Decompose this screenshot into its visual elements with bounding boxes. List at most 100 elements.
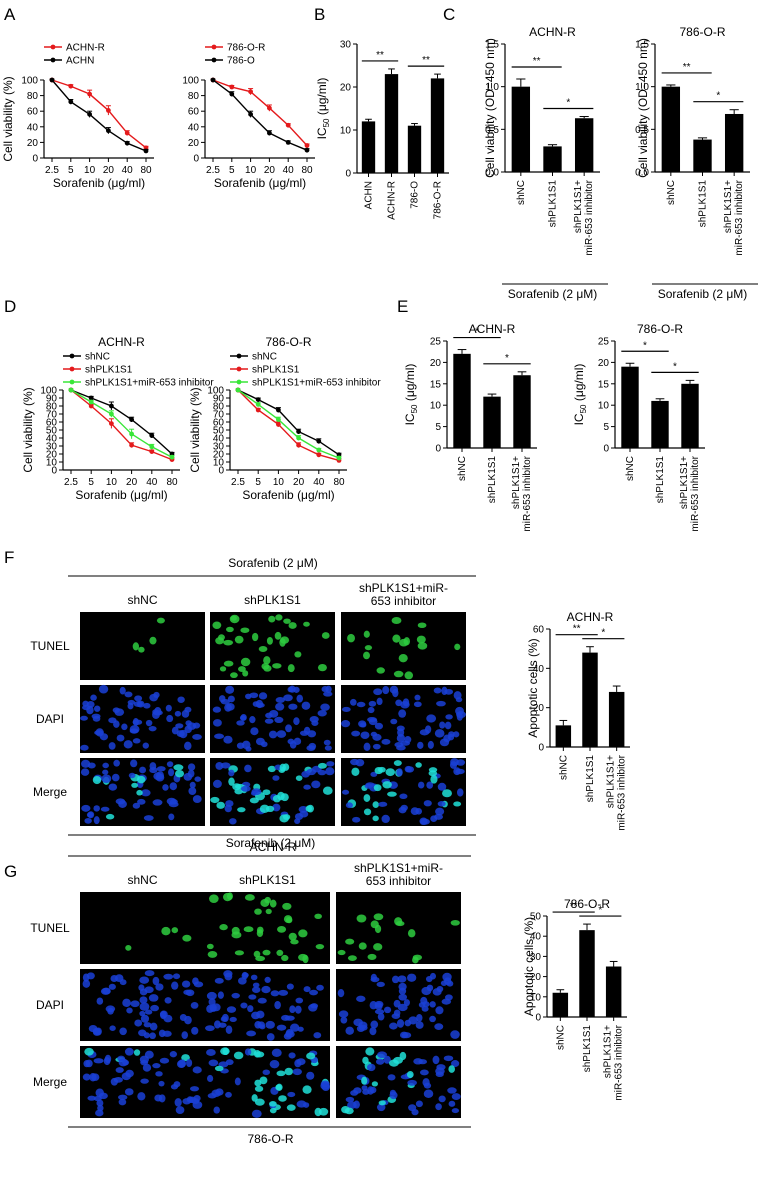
micro-f-cell <box>192 734 202 740</box>
chart-d1-ytick-label-2: 20 <box>46 450 58 461</box>
chart-e2-ytick-label-5: 25 <box>598 337 610 348</box>
micro-f-cell <box>376 697 383 706</box>
chart-a2-xtick-label-2: 10 <box>245 165 257 176</box>
panel-label-d: D <box>4 297 16 316</box>
micro-g-cell <box>160 1011 167 1020</box>
chart-a2-series-1-point-2 <box>248 111 254 117</box>
chart-f-ytick-label-2: 40 <box>533 664 545 675</box>
micro-g-cell <box>447 1087 457 1094</box>
micro-f-cell <box>249 797 259 804</box>
chart-d2-ytick-label-4: 40 <box>213 434 225 445</box>
micro-f-cell <box>317 762 327 769</box>
chart-d2-series-0-point-2 <box>276 407 281 413</box>
micro-g-cell <box>184 1015 192 1025</box>
micro-f-cell <box>410 807 420 816</box>
chart-d2-series-2-point-3 <box>296 435 301 441</box>
micro-f-cell <box>101 774 112 783</box>
micro-g-cell <box>262 949 271 956</box>
micro-f-cell <box>230 615 237 621</box>
micro-g-cell <box>415 1100 423 1108</box>
micro-f-cell <box>87 811 95 819</box>
chart-d2-ytick-label-9: 90 <box>213 394 225 405</box>
chart-d1-series-1-point-4 <box>149 449 155 454</box>
micro-f-cell <box>115 798 126 805</box>
micro-f-cell <box>91 713 101 719</box>
micro-f-cell <box>145 719 153 727</box>
micro-f-cell <box>98 684 109 694</box>
chart-e2-bar-1 <box>651 400 669 448</box>
micro-f-cell <box>404 671 414 680</box>
micro-f-cell <box>301 701 311 710</box>
micro-g-cell <box>257 997 267 1004</box>
micro-g-cell <box>396 1019 405 1028</box>
micro-g-cell <box>451 1108 460 1114</box>
micro-f-cell <box>124 691 133 698</box>
micro-g-cell <box>218 1022 227 1028</box>
chart-d2-ytick-label-0: 0 <box>218 466 224 477</box>
micro-g-cell <box>155 983 164 991</box>
chart-b-bar-2 <box>407 125 422 173</box>
chart-d1-series-2-point-2 <box>109 411 114 417</box>
panel-label-c: C <box>443 5 455 24</box>
micro-g-cell <box>398 993 407 1001</box>
micro-g-cell <box>361 1085 368 1091</box>
micro-g-cell <box>435 1067 445 1076</box>
micro-f-cell <box>288 622 297 629</box>
chart-d2-xtick-label-0: 2.5 <box>231 477 245 488</box>
chart-d1-legend-2-marker <box>69 379 75 385</box>
micro-f-cell <box>139 766 147 774</box>
micro-f-cell <box>308 742 317 750</box>
chart-a1-xtick-label-1: 5 <box>68 165 74 176</box>
micro-g-cell <box>451 1093 461 1101</box>
micro-f-cell <box>393 670 404 678</box>
chart-d2-series-1-point-1 <box>255 407 261 413</box>
micro-f-cell <box>368 700 377 707</box>
micro-g-cell <box>226 892 233 901</box>
micro-g-cell <box>133 1049 141 1056</box>
chart-d1-legend-1-marker <box>69 366 75 372</box>
micro-f-cell <box>224 804 232 813</box>
panel-label-f: F <box>4 548 14 567</box>
micro-f-cell <box>355 758 365 767</box>
micro-f-cell <box>210 796 220 804</box>
micro-f-cell <box>294 651 302 658</box>
chart-d1-xlabel: Sorafenib (μg/ml) <box>75 488 167 502</box>
micro-f-cell <box>166 714 174 723</box>
micro-g-cell <box>411 1108 419 1116</box>
micro-g-cell <box>144 986 154 994</box>
chart-g-ylabel: Apoptotic cells (%) <box>522 917 536 1016</box>
micro-g-cell <box>137 1092 146 1101</box>
micro-f-cell <box>374 722 383 730</box>
micro-f-cell <box>168 813 175 821</box>
micro-f-cell <box>326 761 335 767</box>
micro-g-cell <box>109 1025 116 1031</box>
micro-g-cell <box>450 1030 460 1039</box>
chart-c1-title: ACHN-R <box>529 25 576 39</box>
micro-g-cell <box>315 943 325 950</box>
micro-f-cell <box>276 730 287 738</box>
micro-g-cell <box>261 985 271 994</box>
micro-g-cell <box>344 1107 354 1115</box>
micro-g-cell <box>295 997 304 1004</box>
micro-g-cell <box>395 921 405 927</box>
chart-e2-xtick-label-2: shPLK1S1+miR-653 inhibitor <box>679 455 701 531</box>
micro-g-cell <box>298 953 308 961</box>
micro-f-image-tunel-0 <box>80 612 205 680</box>
micro-g-cell <box>284 1015 295 1021</box>
micro-g-cell <box>376 981 385 987</box>
micro-f-cell <box>453 691 462 700</box>
micro-f-cell <box>237 666 246 672</box>
micro-f-cell <box>234 635 244 644</box>
micro-f-cell <box>456 712 463 721</box>
micro-f-cell <box>396 734 406 743</box>
micro-g-cell <box>122 998 131 1008</box>
chart-e1-bar-1 <box>483 396 501 448</box>
micro-f-cell <box>341 720 351 728</box>
micro-g-cell <box>178 1059 187 1068</box>
chart-e1-xtick-label-0: shNC <box>457 456 468 481</box>
micro-f-cell <box>149 693 159 702</box>
micro-g-cell <box>159 1057 170 1064</box>
micro-g-cell <box>377 1051 388 1059</box>
chart-a2-series-1-point-3 <box>267 130 272 136</box>
micro-f-cell <box>187 763 196 771</box>
